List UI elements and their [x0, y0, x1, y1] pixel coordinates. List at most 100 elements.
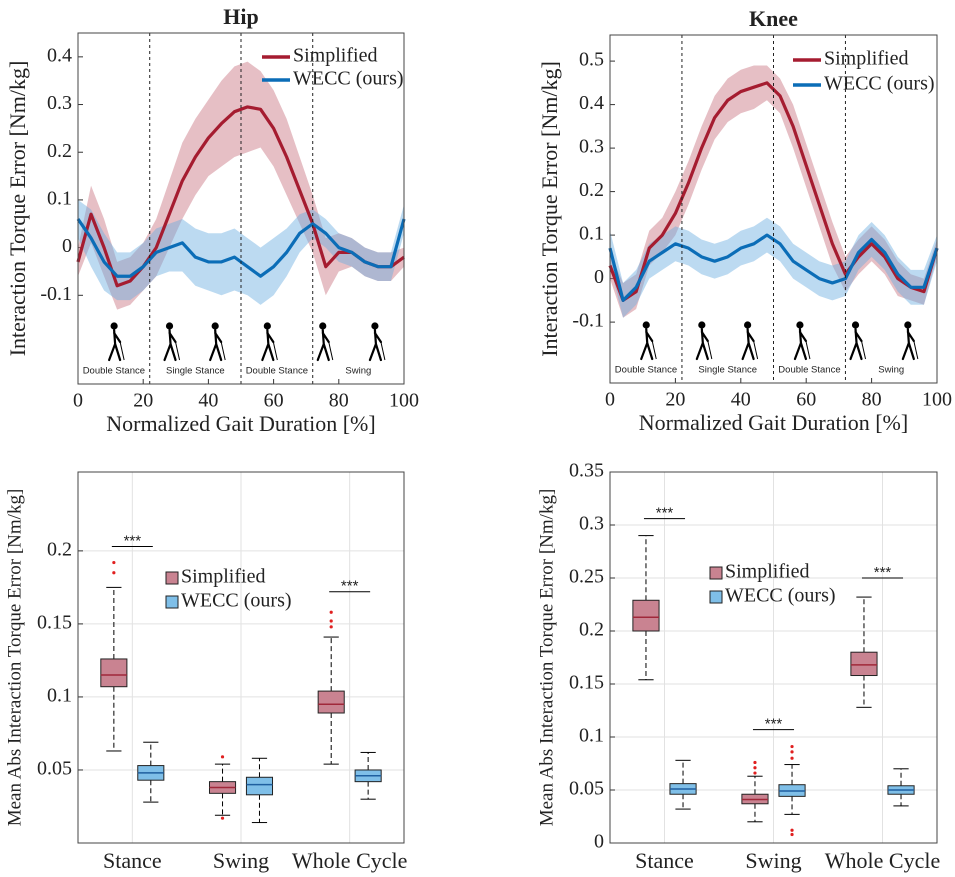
walker-crutch [220, 341, 226, 361]
box-group [632, 535, 660, 681]
box-group [317, 610, 345, 765]
walker-crutch [913, 340, 919, 360]
outlier [790, 832, 794, 837]
x-tick-label: Swing [213, 848, 269, 873]
outlier [112, 571, 116, 575]
x-tick-label: Stance [103, 848, 162, 873]
outlier [753, 771, 757, 775]
x-tick-label: 0 [605, 389, 615, 411]
y-tick-label: 0.15 [37, 611, 72, 633]
walker-crutch [753, 340, 759, 360]
significance-label: *** [874, 564, 892, 581]
y-axis-label: Interaction Torque Error [Nm/kg] [537, 61, 562, 357]
walker-crutch [651, 340, 657, 360]
x-tick-label: 60 [264, 390, 284, 412]
x-tick-label: 100 [922, 389, 952, 411]
walker-head [796, 321, 804, 329]
legend-swatch [165, 571, 179, 585]
box [317, 690, 345, 714]
y-axis-label: Mean Abs Interaction Torque Error [Nm/kg… [4, 489, 25, 827]
walker-body [163, 328, 177, 362]
plot-frame [77, 32, 405, 385]
walker-head [698, 321, 706, 329]
walker-head [371, 322, 379, 330]
legend-label: Simplified [181, 566, 265, 588]
confidence-band [78, 61, 404, 310]
walker-body [368, 328, 383, 362]
x-tick-label: Whole Cycle [292, 848, 407, 873]
y-tick-label: 0.35 [569, 460, 604, 482]
walker-crutch [119, 341, 125, 361]
walker-head [263, 322, 271, 330]
walker-body [793, 327, 808, 361]
confidence-band [78, 199, 404, 305]
box-group [245, 757, 274, 824]
walker-body [209, 328, 223, 362]
y-tick-label: -0.1 [40, 283, 72, 305]
plot-frame [609, 34, 938, 384]
outlier [790, 756, 794, 760]
x-tick-label: 100 [389, 390, 419, 412]
box-group [887, 768, 915, 807]
x-tick-label: Swing [745, 848, 801, 873]
y-tick-label: 0.4 [579, 92, 604, 114]
walker-body [640, 327, 654, 361]
outlier [329, 619, 333, 623]
x-tick-label: 20 [133, 390, 153, 412]
y-tick-label: 0.4 [47, 44, 72, 66]
y-tick-label: 0 [62, 235, 72, 257]
walker-body [901, 327, 915, 361]
y-tick-label: 0.2 [47, 140, 72, 162]
x-tick-label: 20 [665, 389, 685, 411]
walker-crutch [328, 341, 334, 361]
x-tick-label: 80 [862, 389, 882, 411]
y-tick-label: 0 [594, 831, 604, 853]
outlier [790, 750, 794, 754]
walker-crutch [805, 340, 811, 360]
y-tick-label: -0.1 [572, 310, 604, 332]
box-group [208, 755, 237, 820]
outlier [790, 828, 794, 832]
y-tick-label: 0.3 [579, 513, 604, 535]
y-tick-label: 0.1 [579, 725, 604, 747]
significance-label: *** [124, 532, 142, 549]
phase-label: Double Stance [83, 366, 145, 377]
walker-head [744, 321, 752, 329]
box-group [741, 760, 769, 823]
walker-head [110, 322, 118, 330]
chart-title: Hip [223, 4, 258, 29]
walker-head [319, 322, 327, 330]
x-tick-label: Whole Cycle [825, 848, 940, 873]
walker-crutch [380, 341, 386, 361]
outlier [753, 766, 757, 770]
x-axis-label: Normalized Gait Duration [%] [639, 410, 908, 435]
y-tick-label: 0.05 [37, 758, 72, 780]
x-tick-label: 40 [198, 390, 218, 412]
walker-head [851, 321, 860, 329]
y-tick-label: 0.2 [579, 619, 604, 641]
legend-swatch [709, 566, 723, 580]
y-tick-label: 0.3 [579, 136, 604, 158]
box-group [778, 744, 806, 837]
x-tick-label: 0 [73, 390, 83, 412]
legend-label: WECC (ours) [725, 585, 836, 607]
walker-body [741, 327, 755, 361]
walker-icons [640, 321, 919, 361]
legend-label: WECC (ours) [181, 590, 292, 612]
chart-title: Knee [749, 6, 798, 31]
walker-crutch [175, 341, 181, 361]
y-tick-label: 0.25 [569, 566, 604, 588]
phase-label: Single Stance [166, 366, 225, 377]
y-tick-label: 0.2 [579, 179, 604, 201]
legend-label: Simplified [293, 45, 377, 67]
y-axis-label: Interaction Torque Error [Nm/kg] [5, 61, 30, 357]
legend-label: Simplified [725, 561, 809, 583]
walker-body [695, 327, 709, 361]
plot-frame [609, 471, 938, 844]
y-tick-label: 0.2 [47, 538, 72, 560]
y-tick-label: 0.05 [569, 778, 604, 800]
walker-body [261, 328, 275, 362]
legend-swatch [709, 590, 723, 604]
legend-swatch [165, 595, 179, 609]
